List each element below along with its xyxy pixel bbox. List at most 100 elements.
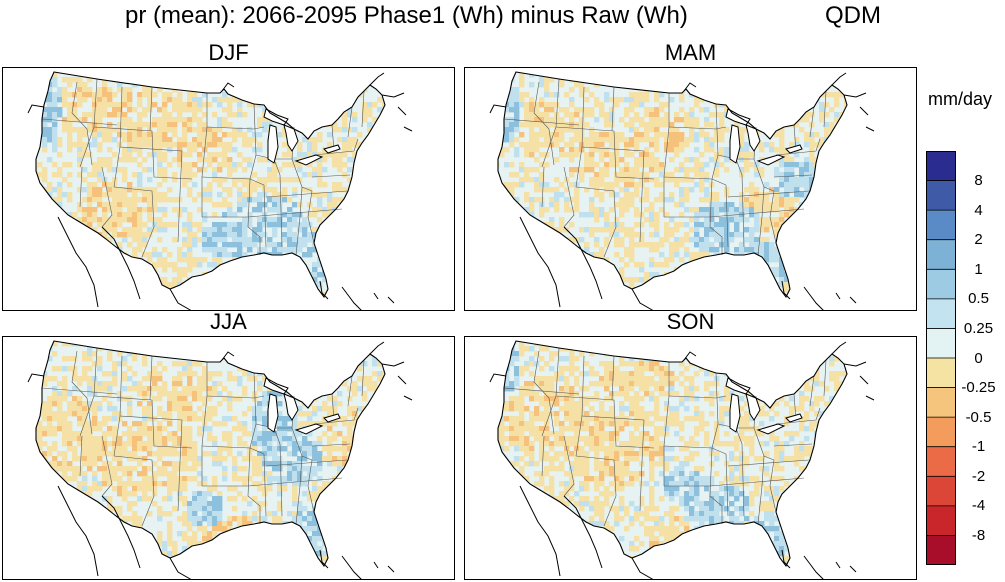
coastline-fragment [835,292,841,300]
colorbar-tick-label: 2 [974,231,983,249]
colorbar-units: mm/day [928,89,993,109]
great-lake [294,423,324,435]
colorbar-swatch [926,417,956,448]
coastline-fragment [865,126,875,132]
coastline-fragment [831,72,847,86]
panel-frame [464,67,917,311]
coastline-fragment [373,561,379,569]
great-lake [267,393,279,433]
figure-title-bar: pr (mean): 2066-2095 Phase1 (Wh) minus R… [0,2,1005,34]
great-lake [756,154,786,166]
colorbar-swatch [926,151,956,182]
season-label: MAM [664,40,717,65]
coastline-fragment [865,395,875,401]
coastline-fragment [403,395,413,401]
great-lake [729,393,741,433]
coastline-fragment [803,555,825,580]
coastline-fragment [519,485,561,577]
coastline-fragment [849,296,857,304]
colorbar-tick-label: 8 [974,172,983,190]
colorbar-swatch [926,269,956,300]
coastline-fragment [843,361,867,367]
coastline-fragment [381,92,405,98]
coastline-fragment [387,565,395,573]
colorbar-swatch [926,358,956,389]
colorbar-swatch [926,387,956,418]
us-coastline [497,340,848,568]
coastline-fragment [859,106,869,116]
season-label: DJF [208,40,249,65]
coastline-fragment [563,226,603,300]
coastline-fragment [221,82,235,92]
colorbar-tick-label: 4 [974,201,983,219]
great-lake [323,413,341,423]
great-lake [756,423,786,435]
coastline-fragment [489,104,507,114]
state-borders [503,78,827,258]
coastline-fragment [843,92,867,98]
method-label: QDM [825,2,881,29]
colorbar-tick-label: 0 [974,349,983,367]
colorbar-swatch [926,476,956,507]
coastline-fragment [27,373,45,383]
colorbar-swatch [926,298,956,329]
us-coastline [35,71,386,299]
coastline-fragment [835,561,841,569]
great-lake [323,144,341,154]
state-borders [41,347,365,527]
coastline-fragment [683,351,697,361]
coastline-fragment [859,375,869,385]
colorbar-swatch [926,239,956,270]
coastline-fragment [849,565,857,573]
coastline-fragment [101,495,141,569]
coastline-fragment [397,375,407,385]
colorbar-tick-label: -2 [971,467,986,485]
great-lake [294,154,324,166]
coastline-fragment [631,557,655,580]
colorbar-swatch [926,535,956,565]
precip-field [498,72,847,297]
coastline-fragment [781,549,791,569]
coastline-fragment [683,82,697,92]
colorbar-tick-label: -0.5 [965,408,992,426]
coastline-fragment [341,555,363,580]
coastline-fragment [369,72,385,86]
coastline-fragment [319,280,329,300]
map-panel-djf: DJF [2,40,455,311]
state-borders [503,347,827,527]
coastline-fragment [489,373,507,383]
panel-frame [2,336,455,580]
great-lake [785,413,803,423]
colorbar-tick-label: -1 [971,438,986,456]
colorbar-tick-label: -8 [971,526,986,544]
us-coastline [35,340,386,568]
map-svg [2,67,455,311]
map-panel-son: SON [464,309,917,580]
map-svg [2,336,455,580]
colorbar-tick-label: -0.25 [961,379,996,397]
map-svg [464,67,917,311]
coastline-fragment [387,296,395,304]
coastline-fragment [319,549,329,569]
precip-field [36,72,385,297]
map-panel-jja: JJA [2,309,455,580]
great-lake [729,124,741,164]
us-coastline [497,71,848,299]
colorbar-tick-label: 0.25 [963,319,994,337]
precip-field [36,341,385,566]
coastline-fragment [57,485,99,577]
colorbar [926,151,956,565]
coastline-fragment [397,106,407,116]
colorbar-swatch [926,210,956,241]
coastline-fragment [781,280,791,300]
coastline-fragment [369,341,385,355]
season-label: JJA [210,309,247,334]
coastline-fragment [169,288,193,311]
coastline-fragment [563,495,603,569]
panel-frame [2,67,455,311]
state-borders [41,78,365,258]
map-panel-mam: MAM [464,40,917,311]
figure-title: pr (mean): 2066-2095 Phase1 (Wh) minus R… [125,2,688,29]
coastline-fragment [631,288,655,311]
coastline-fragment [519,216,561,308]
